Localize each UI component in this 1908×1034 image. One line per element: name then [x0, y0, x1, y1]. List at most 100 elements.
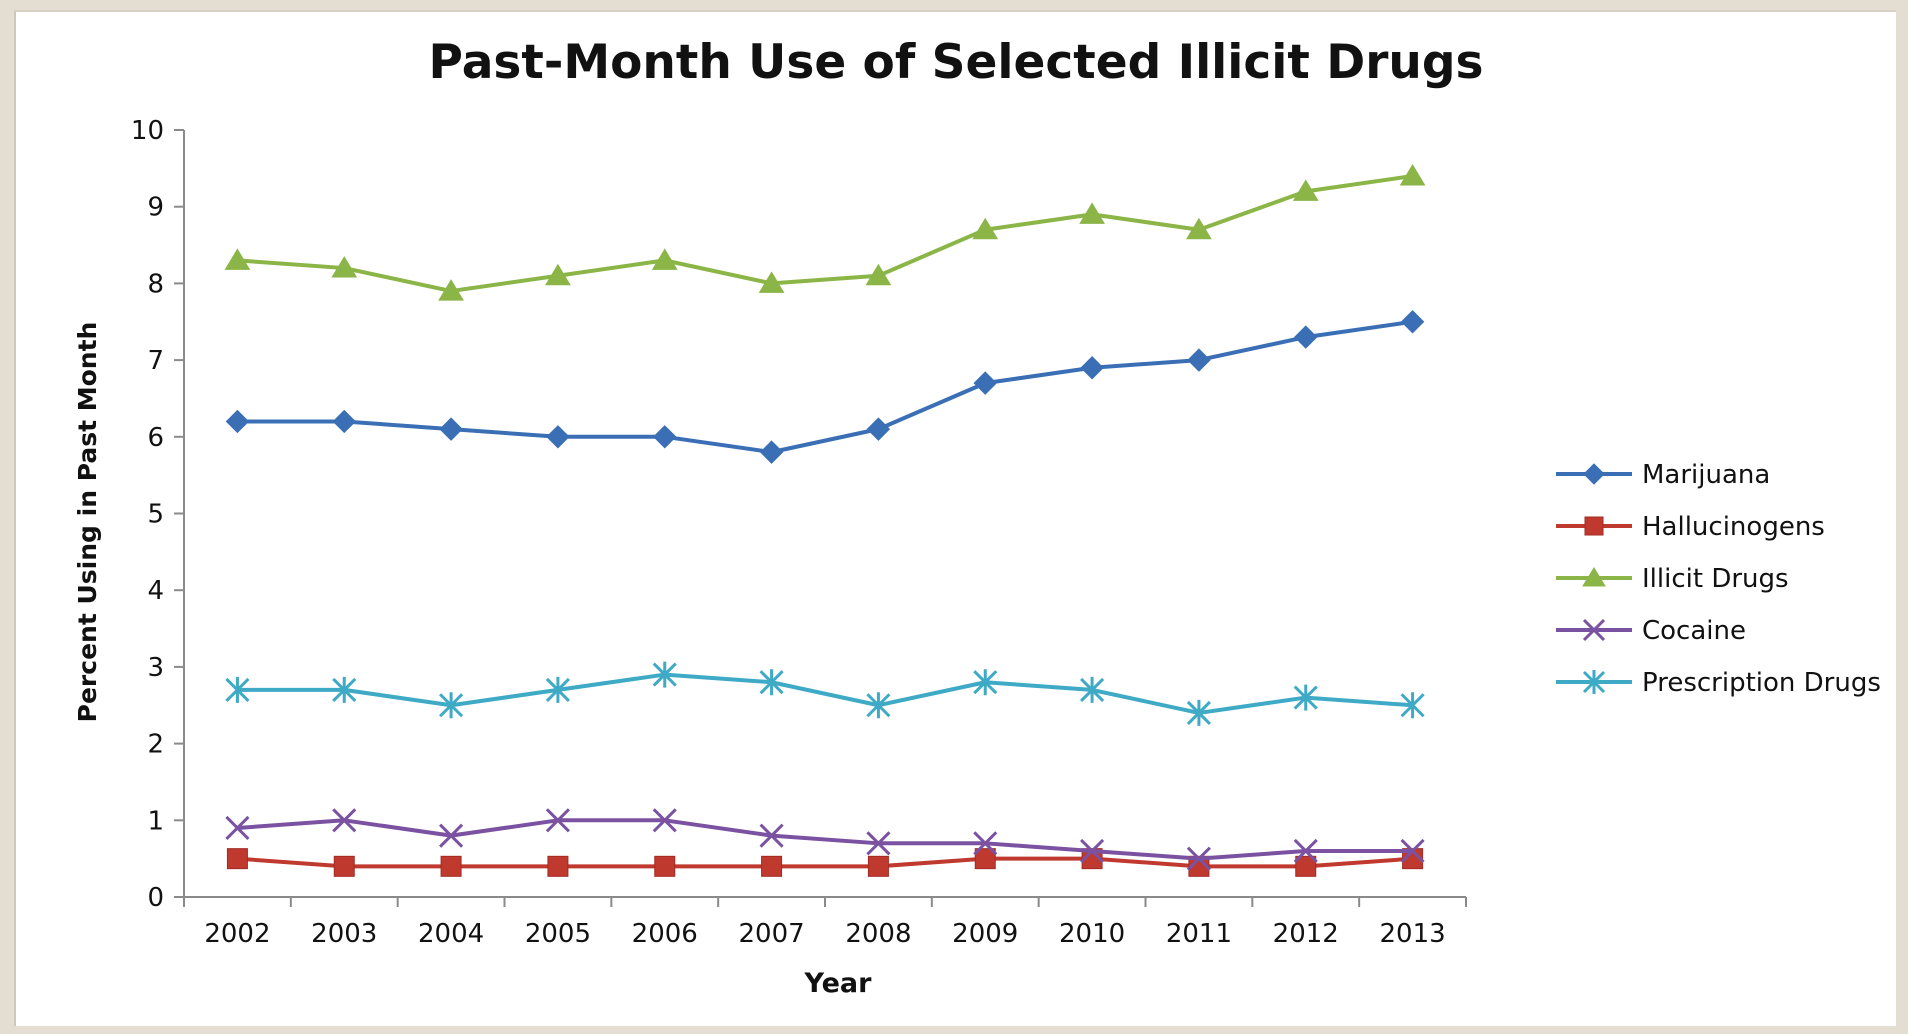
data-point-illicit-drugs [972, 217, 999, 240]
data-point-hallucinogens [867, 855, 889, 877]
data-point-hallucinogens [226, 848, 248, 870]
data-point-illicit-drugs [865, 263, 892, 286]
legend-item-hallucinogens: Hallucinogens [1556, 512, 1825, 542]
y-tick-label: 1 [147, 806, 164, 836]
x-tick-label: 2006 [632, 919, 698, 949]
data-point-prescription-drugs [1400, 692, 1425, 719]
x-tick-label: 2007 [738, 919, 804, 949]
data-point-hallucinogens [440, 855, 462, 877]
x-tick-label: 2010 [1059, 919, 1125, 949]
legend-swatch-marker [1582, 618, 1606, 642]
data-point-hallucinogens [761, 855, 783, 877]
x-tick-label: 2004 [418, 919, 484, 949]
legend-label: Marijuana [1642, 460, 1770, 490]
x-tick-label: 2013 [1379, 919, 1445, 949]
axes: 0 1 2 3 4 5 6 7 8 9 10 2002 2003 2004 2005 2006 2007 2008… [131, 116, 1467, 949]
data-point-cocaine [439, 823, 464, 848]
series-line-cocaine [237, 818, 1413, 861]
series-line-illicit-drugs [237, 174, 1413, 294]
y-tick-label: 7 [147, 346, 164, 376]
legend: Marijuana Hallucinogens Illicit Drugs Cocai… [1556, 460, 1881, 698]
data-point-marijuana [225, 409, 250, 434]
legend-item-marijuana: Marijuana [1556, 460, 1770, 490]
data-point-illicit-drugs [224, 248, 251, 270]
data-point-prescription-drugs [973, 669, 998, 696]
x-tick-label: 2005 [525, 919, 591, 949]
data-point-illicit-drugs [1079, 202, 1105, 224]
series-hallucinogens [226, 848, 1424, 877]
series-line-hallucinogens [237, 856, 1413, 869]
data-point-marijuana [1294, 325, 1318, 349]
data-point-hallucinogens [974, 848, 996, 870]
data-point-cocaine [973, 831, 998, 856]
data-point-marijuana [546, 425, 570, 449]
data-point-prescription-drugs [1186, 699, 1211, 726]
data-point-cocaine [652, 808, 677, 833]
y-tick-label: 6 [147, 423, 164, 453]
y-tick-label: 0 [147, 883, 164, 913]
data-point-hallucinogens [1295, 855, 1317, 877]
data-point-illicit-drugs [1399, 164, 1426, 186]
y-axis-title: Percent Using in Past Month [73, 322, 102, 723]
data-point-hallucinogens [654, 855, 676, 877]
line-chart: Past-Month Use of Selected Illicit Drugs… [73, 35, 1881, 999]
chart-title: Past-Month Use of Selected Illicit Drugs [429, 35, 1484, 90]
data-point-cocaine [1400, 838, 1425, 864]
legend-item-illicit-drugs: Illicit Drugs [1556, 564, 1789, 594]
data-point-marijuana [1400, 310, 1425, 334]
data-point-prescription-drugs [866, 692, 891, 719]
legend-item-cocaine: Cocaine [1556, 616, 1746, 646]
data-point-marijuana [332, 409, 356, 434]
data-point-marijuana [439, 417, 463, 441]
data-point-hallucinogens [1081, 848, 1103, 870]
x-axis-title: Year [804, 968, 873, 999]
data-point-marijuana [759, 440, 784, 464]
data-point-hallucinogens [547, 855, 569, 877]
series-line-prescription-drugs [237, 672, 1413, 715]
legend-swatch-marker [1582, 567, 1606, 587]
series-cocaine [225, 808, 1425, 871]
data-point-cocaine [759, 823, 784, 848]
x-tick-label: 2008 [845, 919, 911, 949]
y-tick-label: 3 [147, 653, 164, 683]
y-tick-label: 4 [147, 576, 164, 606]
data-point-marijuana [1080, 356, 1104, 380]
x-tick-label: 2009 [952, 919, 1018, 949]
data-point-prescription-drugs [759, 669, 784, 696]
data-point-cocaine [225, 815, 250, 841]
data-point-hallucinogens [1402, 848, 1424, 870]
y-tick-label: 5 [147, 500, 164, 530]
data-point-illicit-drugs [1186, 217, 1212, 240]
data-point-cocaine [1080, 838, 1105, 864]
data-point-prescription-drugs [332, 676, 357, 703]
data-point-marijuana [866, 417, 891, 441]
series-layer [224, 164, 1426, 877]
legend-label: Cocaine [1642, 616, 1746, 646]
data-point-prescription-drugs [652, 661, 677, 688]
series-line-marijuana [237, 319, 1413, 455]
data-point-cocaine [332, 808, 357, 833]
data-point-prescription-drugs [1293, 684, 1318, 711]
data-point-cocaine [545, 808, 570, 833]
x-tick-label: 2002 [204, 919, 270, 949]
data-point-prescription-drugs [545, 676, 570, 703]
data-point-cocaine [866, 831, 891, 856]
legend-label: Prescription Drugs [1642, 668, 1881, 698]
data-point-cocaine [1186, 846, 1211, 871]
data-point-illicit-drugs [1292, 179, 1319, 201]
legend-label: Illicit Drugs [1642, 564, 1789, 594]
data-point-prescription-drugs [1080, 676, 1105, 703]
x-tick-label: 2012 [1273, 919, 1339, 949]
data-point-marijuana [653, 425, 677, 449]
legend-swatch-marker [1583, 463, 1605, 485]
data-point-cocaine [1293, 838, 1318, 864]
y-tick-label: 9 [147, 193, 164, 223]
series-prescription-drugs [225, 661, 1425, 726]
chart-frame: Past-Month Use of Selected Illicit Drugs… [14, 10, 1896, 1026]
data-point-marijuana [973, 371, 997, 395]
legend-item-prescription-drugs: Prescription Drugs [1556, 668, 1881, 698]
data-point-marijuana [1187, 348, 1211, 372]
legend-swatch-marker [1582, 670, 1606, 694]
series-marijuana [225, 310, 1425, 464]
data-point-hallucinogens [333, 855, 355, 877]
